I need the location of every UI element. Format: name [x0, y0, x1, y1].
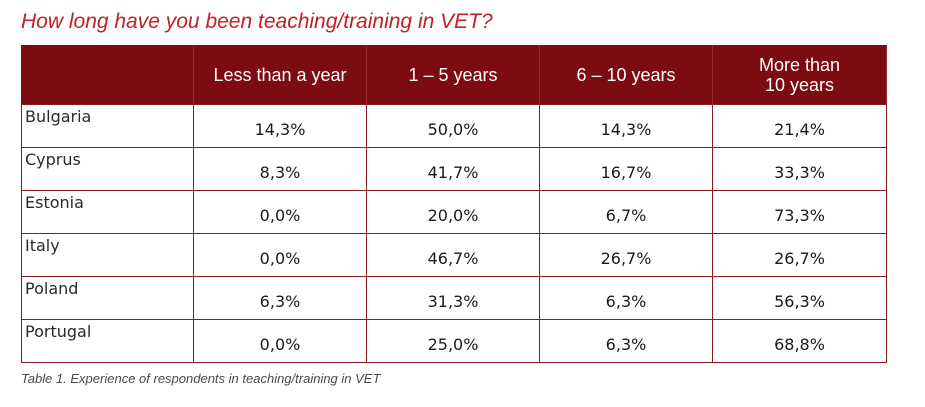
- experience-table: Less than a year 1 – 5 years 6 – 10 year…: [21, 45, 887, 363]
- value-cell: 46,7%: [366, 233, 540, 277]
- value-cell: 68,8%: [712, 319, 887, 363]
- table-caption: Table 1. Experience of respondents in te…: [21, 371, 381, 386]
- value-cell: 6,3%: [193, 276, 367, 320]
- value-cell: 6,7%: [539, 190, 713, 234]
- value-cell: 14,3%: [193, 104, 367, 148]
- value-cell: 0,0%: [193, 319, 367, 363]
- value-cell: 26,7%: [539, 233, 713, 277]
- country-cell: Italy: [21, 233, 194, 277]
- value-cell: 16,7%: [539, 147, 713, 191]
- page-title: How long have you been teaching/training…: [21, 10, 493, 33]
- value-cell: 26,7%: [712, 233, 887, 277]
- header-cell-less-than-a-year: Less than a year: [193, 45, 367, 105]
- table-header-row: Less than a year 1 – 5 years 6 – 10 year…: [21, 45, 887, 105]
- header-cell-1-5-years: 1 – 5 years: [366, 45, 540, 105]
- value-cell: 0,0%: [193, 190, 367, 234]
- value-cell: 8,3%: [193, 147, 367, 191]
- value-cell: 21,4%: [712, 104, 887, 148]
- country-cell: Poland: [21, 276, 194, 320]
- header-cell-country: [21, 45, 194, 105]
- value-cell: 6,3%: [539, 319, 713, 363]
- value-cell: 25,0%: [366, 319, 540, 363]
- table-row: Cyprus 8,3% 41,7% 16,7% 33,3%: [21, 147, 887, 191]
- table-row: Portugal 0,0% 25,0% 6,3% 68,8%: [21, 319, 887, 363]
- value-cell: 6,3%: [539, 276, 713, 320]
- country-cell: Estonia: [21, 190, 194, 234]
- value-cell: 20,0%: [366, 190, 540, 234]
- value-cell: 31,3%: [366, 276, 540, 320]
- header-cell-more-than-10-years: More than 10 years: [712, 45, 887, 105]
- value-cell: 41,7%: [366, 147, 540, 191]
- table-row: Italy 0,0% 46,7% 26,7% 26,7%: [21, 233, 887, 277]
- value-cell: 0,0%: [193, 233, 367, 277]
- table-row: Estonia 0,0% 20,0% 6,7% 73,3%: [21, 190, 887, 234]
- value-cell: 33,3%: [712, 147, 887, 191]
- header-cell-6-10-years: 6 – 10 years: [539, 45, 713, 105]
- table-row: Poland 6,3% 31,3% 6,3% 56,3%: [21, 276, 887, 320]
- value-cell: 14,3%: [539, 104, 713, 148]
- value-cell: 73,3%: [712, 190, 887, 234]
- country-cell: Cyprus: [21, 147, 194, 191]
- table-row: Bulgaria 14,3% 50,0% 14,3% 21,4%: [21, 104, 887, 148]
- value-cell: 50,0%: [366, 104, 540, 148]
- country-cell: Portugal: [21, 319, 194, 363]
- country-cell: Bulgaria: [21, 104, 194, 148]
- value-cell: 56,3%: [712, 276, 887, 320]
